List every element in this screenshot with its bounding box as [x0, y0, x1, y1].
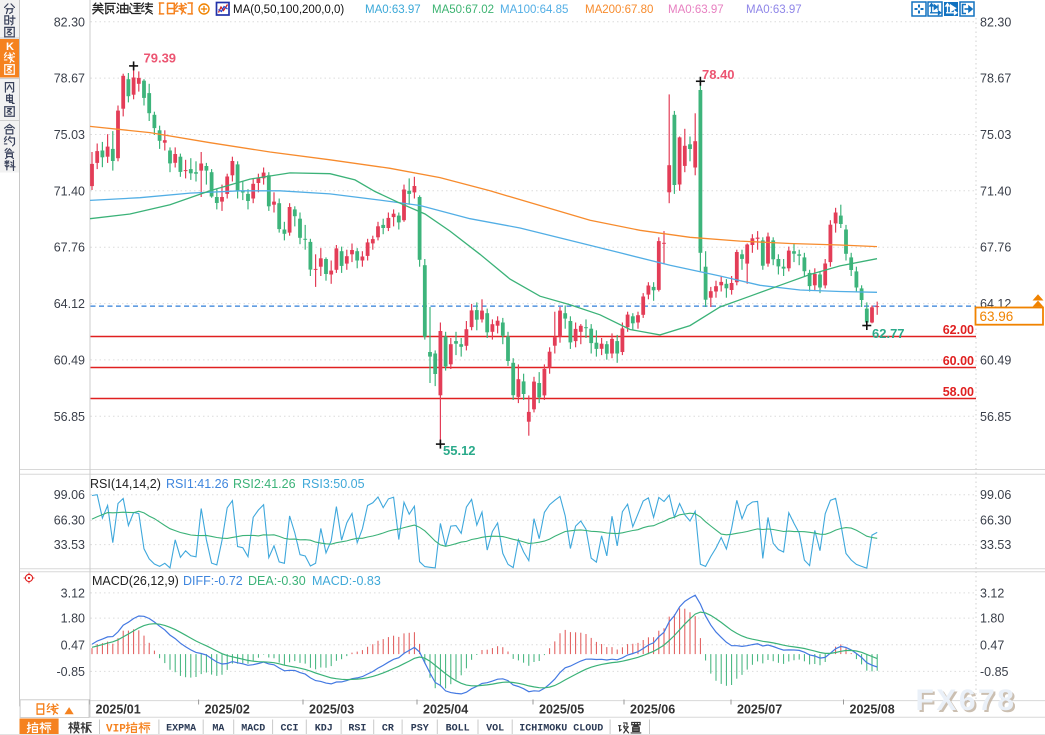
svg-text:MACD:-0.83: MACD:-0.83 [312, 574, 381, 588]
svg-text:71.40: 71.40 [980, 184, 1011, 198]
svg-text:2025/05: 2025/05 [539, 703, 584, 717]
svg-text:67.76: 67.76 [980, 241, 1011, 255]
svg-text:FX678: FX678 [916, 684, 1017, 717]
svg-text:CR: CR [382, 724, 394, 735]
svg-text:0.47: 0.47 [61, 638, 85, 652]
svg-text:PSY: PSY [411, 724, 429, 735]
svg-text:3.12: 3.12 [61, 586, 85, 600]
svg-text:71.40: 71.40 [54, 184, 85, 198]
svg-text:MA0:63.97: MA0:63.97 [668, 4, 724, 16]
svg-text:78.40: 78.40 [702, 67, 735, 82]
svg-text:RSI: RSI [348, 724, 366, 735]
svg-text:2025/01: 2025/01 [96, 703, 141, 717]
svg-text:RSI(14,14,2): RSI(14,14,2) [90, 477, 161, 491]
svg-text:VIP: VIP [106, 724, 126, 735]
svg-text:CCI: CCI [280, 724, 298, 735]
svg-text:RSI1:41.26: RSI1:41.26 [166, 477, 229, 491]
svg-text:60.00: 60.00 [943, 354, 974, 368]
svg-text:62.00: 62.00 [943, 323, 974, 337]
svg-text:82.30: 82.30 [980, 15, 1011, 29]
svg-text:KDJ: KDJ [315, 724, 333, 735]
svg-text:67.76: 67.76 [54, 241, 85, 255]
svg-text:1.80: 1.80 [61, 612, 85, 626]
svg-text:ICHIMOKU CLOUD: ICHIMOKU CLOUD [519, 724, 603, 735]
svg-text:MA: MA [212, 724, 224, 735]
svg-text:63.96: 63.96 [980, 309, 1014, 324]
svg-text:33.53: 33.53 [980, 538, 1011, 552]
svg-text:FX678: FX678 [918, 686, 1019, 719]
svg-text:75.03: 75.03 [980, 128, 1011, 142]
svg-text:55.12: 55.12 [443, 443, 476, 458]
svg-text:1.80: 1.80 [980, 612, 1004, 626]
svg-text:78.67: 78.67 [54, 72, 85, 86]
svg-text:99.06: 99.06 [54, 488, 85, 502]
svg-text:3.12: 3.12 [980, 586, 1004, 600]
svg-text:EXPMA: EXPMA [166, 724, 196, 735]
svg-text:MA200:67.80: MA200:67.80 [585, 4, 653, 16]
svg-text:MA50:67.02: MA50:67.02 [432, 4, 494, 16]
svg-text:DIFF:-0.72: DIFF:-0.72 [183, 574, 243, 588]
svg-text:2025/06: 2025/06 [630, 703, 675, 717]
svg-text:62.77: 62.77 [872, 326, 905, 341]
svg-text:K: K [6, 41, 14, 53]
svg-text:-0.85: -0.85 [980, 665, 1009, 679]
svg-text:MA100:64.85: MA100:64.85 [500, 4, 568, 16]
svg-text:MACD(26,12,9): MACD(26,12,9) [92, 574, 179, 588]
svg-text:MA0:63.97: MA0:63.97 [746, 4, 802, 16]
svg-text:78.67: 78.67 [980, 72, 1011, 86]
svg-text:66.30: 66.30 [54, 514, 85, 528]
svg-text:2025/07: 2025/07 [737, 703, 782, 717]
svg-text:56.85: 56.85 [54, 410, 85, 424]
svg-text:BOLL: BOLL [446, 724, 470, 735]
svg-text:MACD: MACD [241, 724, 265, 735]
svg-text:58.00: 58.00 [943, 385, 974, 399]
svg-text:56.85: 56.85 [980, 410, 1011, 424]
svg-text:VOL: VOL [486, 724, 504, 735]
svg-text:2025/03: 2025/03 [309, 703, 354, 717]
svg-text:60.49: 60.49 [980, 353, 1011, 367]
svg-text:99.06: 99.06 [980, 488, 1011, 502]
svg-text:33.53: 33.53 [54, 538, 85, 552]
svg-text:64.12: 64.12 [54, 297, 85, 311]
svg-text:2025/08: 2025/08 [850, 703, 895, 717]
svg-text:75.03: 75.03 [54, 128, 85, 142]
svg-text:RSI2:41.26: RSI2:41.26 [233, 477, 296, 491]
svg-text:66.30: 66.30 [980, 514, 1011, 528]
svg-text:RSI3:50.05: RSI3:50.05 [302, 477, 365, 491]
svg-text:79.39: 79.39 [144, 51, 177, 66]
svg-text:2025/02: 2025/02 [205, 703, 250, 717]
svg-text:0.47: 0.47 [980, 638, 1004, 652]
svg-text:-0.85: -0.85 [57, 665, 86, 679]
svg-text:MA(0,50,100,200,0,0): MA(0,50,100,200,0,0) [233, 4, 344, 16]
svg-text:2025/04: 2025/04 [423, 703, 468, 717]
svg-text:82.30: 82.30 [54, 15, 85, 29]
svg-text:MA0:63.97: MA0:63.97 [365, 4, 421, 16]
svg-text:60.49: 60.49 [54, 353, 85, 367]
svg-text:DEA:-0.30: DEA:-0.30 [248, 574, 306, 588]
